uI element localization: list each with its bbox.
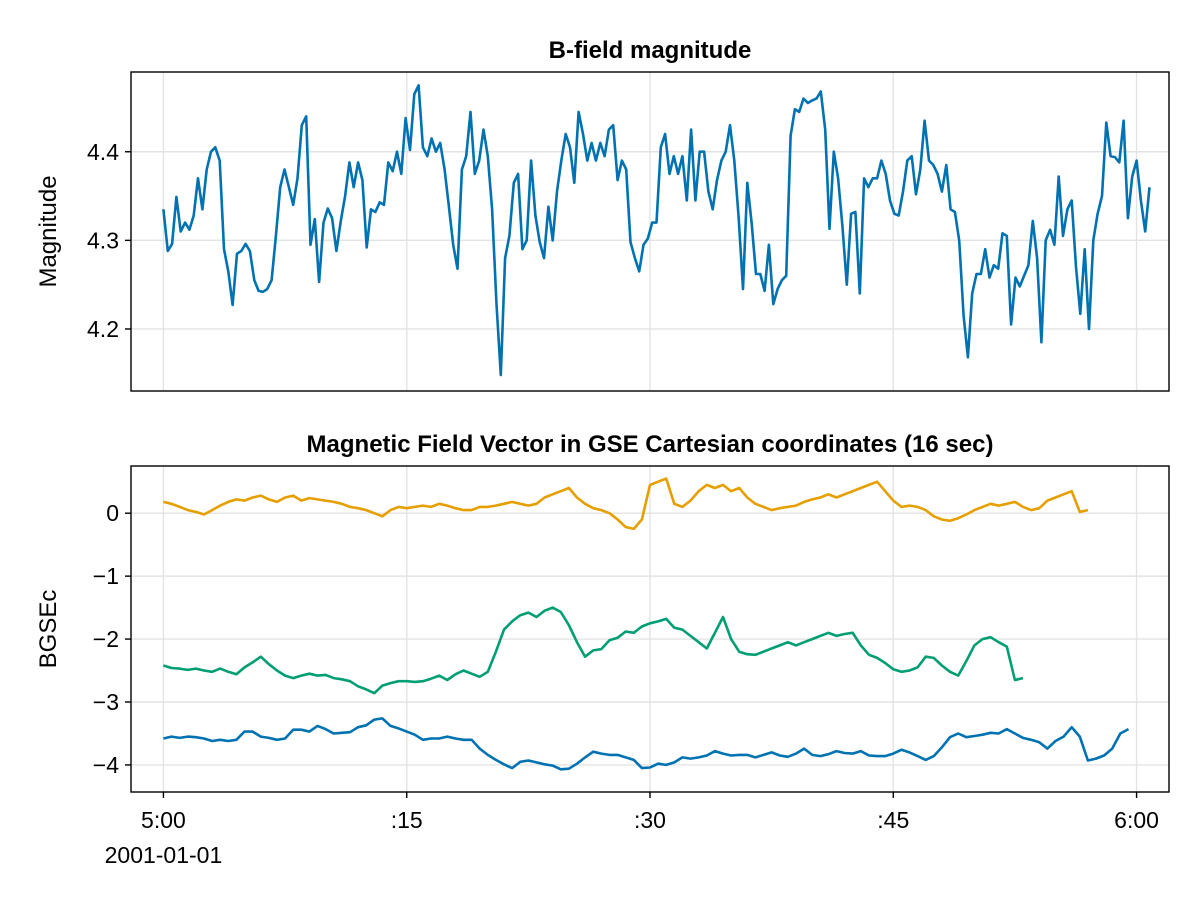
x-tick-label: 5:00 [141,807,186,833]
bgse-x-ticks: 5:00 :15 :30 :45 6:00 [141,792,1159,833]
magnitude-series-line [162,84,1151,377]
y-tick-label: −3 [93,689,119,715]
magnitude-y-ticks: 4.2 4.3 4.4 [87,139,131,342]
y-tick-label: 0 [106,500,119,526]
bgse-component-3-series-line [163,477,1089,531]
y-tick-label: 4.4 [87,139,119,165]
bgse-panel: Magnetic Field Vector in GSE Cartesian c… [35,431,1170,868]
magnitude-series-group [162,84,1151,377]
y-tick-label: 4.3 [87,227,119,253]
magnitude-y-axis-label: Magnitude [35,175,62,287]
bgse-grid [131,466,1169,792]
magnitude-axes-frame [130,71,1170,392]
y-tick-label: −1 [93,563,119,589]
bgse-y-axis-label: BGSEc [35,590,62,669]
x-tick-label: :45 [877,807,909,833]
x-tick-label: :30 [634,807,666,833]
magnitude-chart-title: B-field magnitude [549,37,752,64]
bgse-component-2-series-line [163,606,1024,695]
y-tick-label: 4.2 [87,316,119,342]
y-tick-label: −2 [93,626,119,652]
magnitude-panel: B-field magnitude 4.2 4.3 4.4 Magnitude [35,37,1170,392]
x-tick-label: :15 [391,807,423,833]
bgse-component-1-series-line [163,717,1130,771]
bgse-y-ticks: 0 −1 −2 −3 −4 [93,500,131,778]
y-tick-label: −4 [93,752,119,778]
bgse-chart-title: Magnetic Field Vector in GSE Cartesian c… [307,431,994,458]
x-axis-date-label: 2001-01-01 [105,842,223,868]
bgse-series-group [163,477,1130,771]
x-tick-label: 6:00 [1114,807,1159,833]
